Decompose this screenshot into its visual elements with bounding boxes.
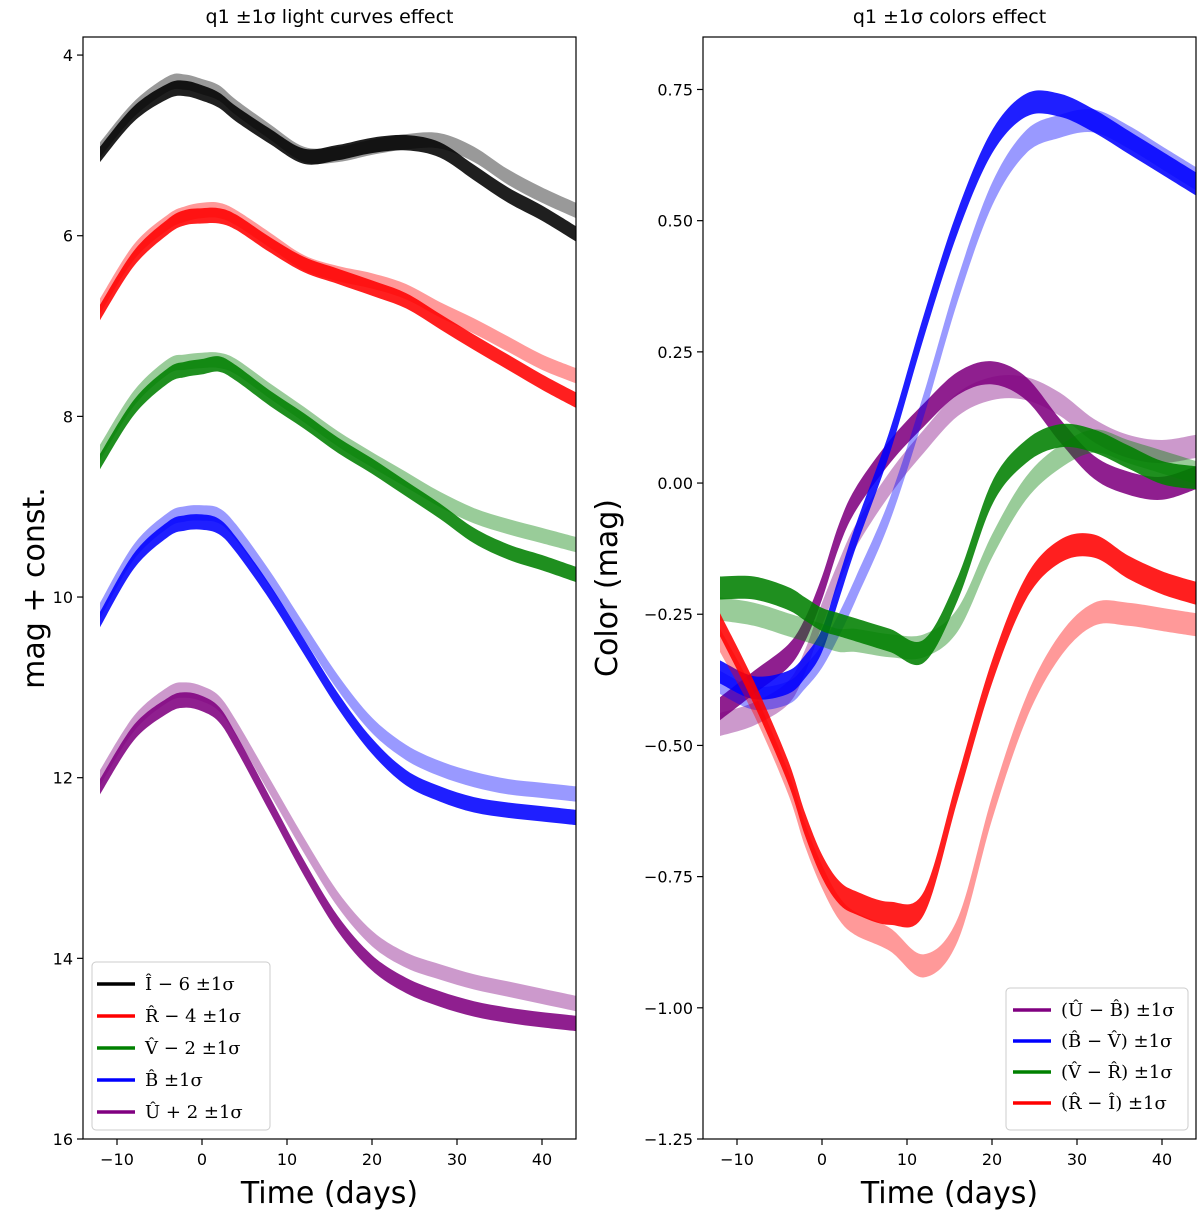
light-curves-title: q1 ±1σ light curves effect bbox=[206, 6, 454, 28]
light-curves-ticks: −10 0 10 20 30 40 4 6 8 10 12 14 16 bbox=[53, 46, 553, 1169]
colors-band-1-minus bbox=[720, 90, 1196, 700]
light-curves-panel: −10 0 10 20 30 40 4 6 8 10 12 14 16 q1 ±1σ light cur… bbox=[17, 6, 577, 1211]
colors-x-tick-label: 20 bbox=[982, 1150, 1002, 1169]
light-curves-y-tick-label: 14 bbox=[53, 949, 73, 968]
light-curves-x-tick-label: −10 bbox=[100, 1150, 134, 1169]
colors-y-tick-label: 0.50 bbox=[657, 212, 693, 231]
light-curves-x-tick-label: 0 bbox=[197, 1150, 207, 1169]
light-curves-band-2-minus bbox=[100, 356, 576, 583]
colors-x-tick-label: 40 bbox=[1152, 1150, 1172, 1169]
light-curves-y-tick-label: 4 bbox=[63, 46, 73, 65]
colors-x-tick-label: −10 bbox=[720, 1150, 754, 1169]
colors-y-axis-label: Color (mag) bbox=[590, 499, 625, 677]
light-curves-x-tick-label: 20 bbox=[362, 1150, 382, 1169]
light-curves-band-4-minus bbox=[100, 692, 576, 1032]
light-curves-band-3-minus bbox=[100, 514, 576, 826]
light-curves-legend: Î − 6 ±1σ R̂ − 4 ±1σ V̂ − 2 ±1σ B̂ ±1σ Û +… bbox=[91, 961, 271, 1131]
colors-y-tick-label: −0.75 bbox=[644, 868, 693, 887]
light-curves-y-tick-label: 10 bbox=[53, 588, 73, 607]
light-curves-legend-box bbox=[91, 961, 271, 1131]
light-curves-y-tick-label: 12 bbox=[53, 769, 73, 788]
light-curves-band-3-plus bbox=[100, 505, 576, 802]
colors-axes-frame bbox=[702, 36, 1197, 1140]
light-curves-legend-label: V̂ − 2 ±1σ bbox=[144, 1037, 241, 1059]
colors-legend-label: (B̂ − V̂) ±1σ bbox=[1061, 1030, 1172, 1052]
light-curves-plot-area bbox=[100, 73, 576, 1032]
light-curves-x-tick-label: 30 bbox=[447, 1150, 467, 1169]
light-curves-x-tick-label: 10 bbox=[277, 1150, 297, 1169]
light-curves-band-2-plus bbox=[100, 352, 576, 553]
colors-y-tick-label: −1.25 bbox=[644, 1130, 693, 1149]
colors-band-3-minus bbox=[720, 533, 1196, 928]
colors-legend-box bbox=[1005, 987, 1189, 1131]
light-curves-legend-label: B̂ ±1σ bbox=[145, 1069, 203, 1091]
colors-y-tick-label: −0.25 bbox=[644, 605, 693, 624]
light-curves-axes-frame bbox=[82, 36, 577, 1140]
colors-y-tick-label: 0.75 bbox=[657, 80, 693, 99]
colors-y-tick-label: −0.50 bbox=[644, 736, 693, 755]
colors-x-tick-label: 30 bbox=[1067, 1150, 1087, 1169]
colors-x-axis-label: Time (days) bbox=[860, 1176, 1038, 1211]
colors-plot-area bbox=[720, 90, 1196, 978]
light-curves-y-axis-label: mag + const. bbox=[17, 487, 52, 689]
colors-band-0-plus bbox=[720, 375, 1196, 736]
colors-ticks: −10 0 10 20 30 40 0.75 0.50 0.25 0.00 −0.25 −0.50 −0… bbox=[644, 80, 1172, 1169]
light-curves-band-0-minus bbox=[100, 80, 576, 242]
light-curves-y-tick-label: 6 bbox=[63, 227, 73, 246]
colors-x-tick-label: 10 bbox=[897, 1150, 917, 1169]
colors-panel: −10 0 10 20 30 40 0.75 0.50 0.25 0.00 −0.25 −0.50 −0… bbox=[590, 6, 1197, 1211]
colors-band-0-minus bbox=[720, 361, 1196, 721]
colors-title: q1 ±1σ colors effect bbox=[853, 6, 1046, 28]
light-curves-legend-label: Î − 6 ±1σ bbox=[145, 972, 235, 995]
colors-x-tick-label: 0 bbox=[817, 1150, 827, 1169]
light-curves-y-tick-label: 16 bbox=[53, 1130, 73, 1149]
colors-legend-label: (Û − B̂) ±1σ bbox=[1061, 998, 1175, 1021]
light-curves-y-tick-label: 8 bbox=[63, 407, 73, 426]
colors-legend: (Û − B̂) ±1σ (B̂ − V̂) ±1σ (V̂ − R̂) ±1σ (… bbox=[1005, 987, 1189, 1131]
light-curves-x-axis-label: Time (days) bbox=[240, 1176, 418, 1211]
light-curves-legend-label: Û + 2 ±1σ bbox=[145, 1100, 243, 1123]
colors-legend-label: (V̂ − R̂) ±1σ bbox=[1061, 1061, 1173, 1083]
colors-legend-label: (R̂ − Î) ±1σ bbox=[1061, 1091, 1167, 1114]
colors-y-tick-label: 0.25 bbox=[657, 343, 693, 362]
colors-y-tick-label: 0.00 bbox=[657, 474, 693, 493]
light-curves-legend-label: R̂ − 4 ±1σ bbox=[145, 1005, 241, 1027]
colors-y-tick-label: −1.00 bbox=[644, 999, 693, 1018]
colors-band-2-plus bbox=[720, 429, 1196, 660]
light-curves-x-tick-label: 40 bbox=[532, 1150, 552, 1169]
